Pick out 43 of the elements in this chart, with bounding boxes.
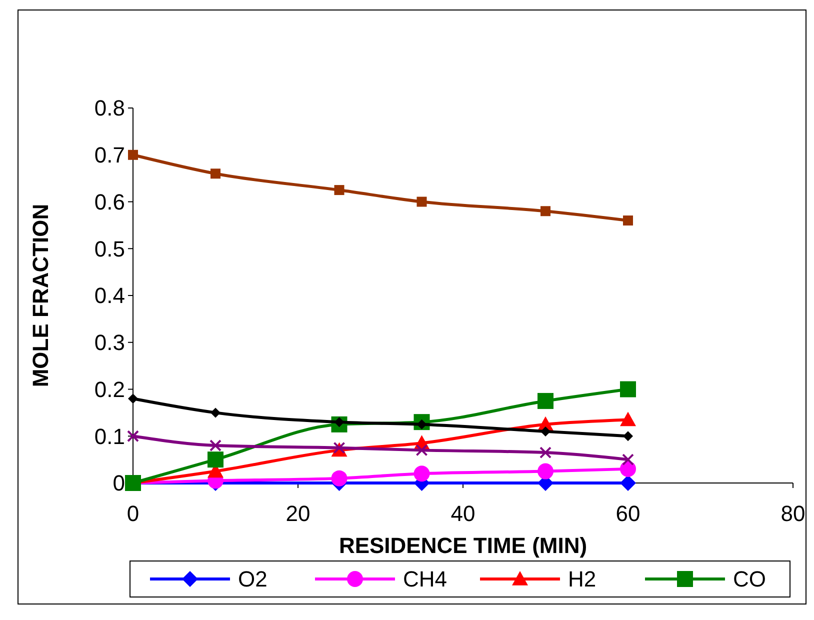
point (127, 430, 139, 442)
y-tick-label: 0.1 (94, 424, 125, 449)
legend-label: CO (733, 566, 766, 592)
y-axis-title: MOLE FRACTION (28, 204, 53, 388)
y-tick-label: 0.3 (94, 330, 125, 356)
point (540, 446, 552, 459)
point (620, 412, 636, 426)
point (210, 168, 220, 179)
point (623, 431, 633, 442)
point (620, 381, 636, 398)
point (210, 408, 220, 418)
point (620, 460, 636, 477)
x-tick-label: 60 (616, 501, 640, 526)
x-tick-label: 80 (780, 501, 806, 526)
legend-label: O2 (238, 566, 268, 592)
point (128, 394, 138, 404)
point (210, 440, 222, 452)
y-tick-label: 0.8 (94, 96, 125, 121)
point (620, 475, 636, 491)
x-axis-title: RESIDENCE TIME (MIN) (338, 533, 588, 558)
point (538, 392, 554, 409)
point (414, 466, 430, 482)
point (622, 454, 634, 466)
point (540, 206, 550, 216)
point (208, 452, 224, 468)
y-tick-label: 0.6 (94, 189, 125, 214)
point (540, 426, 550, 436)
point (416, 196, 427, 207)
point (128, 150, 138, 160)
y-tick-label: 0.7 (94, 142, 125, 168)
y-tick-label: 0.2 (94, 376, 125, 402)
point (538, 463, 554, 480)
legend-label: CH4 (403, 566, 448, 592)
x-tick-label: 20 (286, 501, 310, 526)
point (331, 470, 348, 486)
y-tick-label: 0 (112, 470, 125, 496)
y-tick-label: 0.4 (94, 283, 125, 308)
point (334, 185, 344, 196)
legend-label: H2 (568, 566, 596, 592)
point (623, 216, 633, 226)
y-tick-label: 0.5 (94, 236, 125, 262)
point (416, 444, 428, 456)
x-tick-label: 40 (450, 501, 476, 526)
